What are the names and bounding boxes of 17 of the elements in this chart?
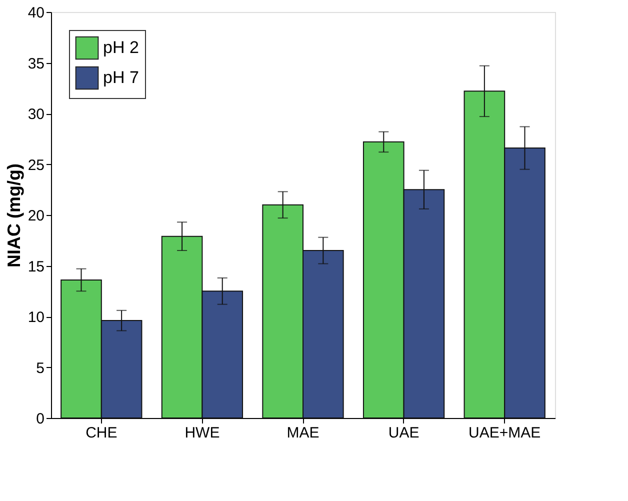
- x-tick-label: UAE: [388, 424, 420, 442]
- y-tick-label: 10: [28, 309, 44, 326]
- legend-label: pH 7: [103, 68, 139, 87]
- y-tick-label: 15: [28, 258, 44, 276]
- y-tick-label: 40: [28, 4, 44, 22]
- y-tick-label: 0: [36, 410, 44, 428]
- y-axis-title: NIAC (mg/g): [4, 164, 24, 268]
- x-tick-label: UAE+MAE: [468, 424, 541, 442]
- y-tick-label: 20: [28, 208, 44, 224]
- x-tick-label: MAE: [286, 424, 320, 442]
- x-tick-label: HWE: [184, 424, 220, 442]
- x-tick-label: CHE: [86, 424, 118, 442]
- y-tick-label: 30: [28, 106, 44, 123]
- y-tick-label: 35: [28, 55, 44, 72]
- legend-label: pH 2: [103, 38, 139, 57]
- y-tick-label: 5: [36, 360, 44, 377]
- y-tick-label: 25: [28, 156, 44, 174]
